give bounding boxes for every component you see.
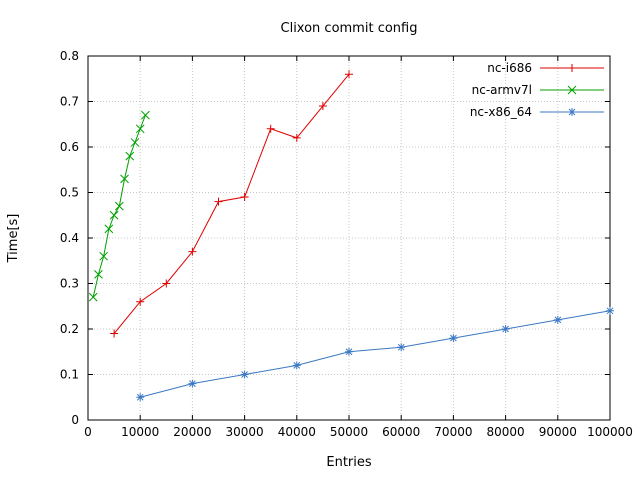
plus-marker <box>292 133 301 142</box>
x-tick-label: 60000 <box>382 425 420 439</box>
x-tick-label: 70000 <box>434 425 472 439</box>
x-tick-label: 0 <box>84 425 92 439</box>
cross-marker <box>130 138 140 147</box>
legend-label-nc-x86_64: nc-x86_64 <box>470 105 532 119</box>
x-tick-label: 10000 <box>121 425 159 439</box>
cross-marker <box>135 124 145 134</box>
star-marker <box>568 108 576 116</box>
grid-lines <box>87 55 611 421</box>
cross-marker <box>104 224 114 234</box>
plus-marker <box>214 197 223 206</box>
cross-marker <box>99 251 109 261</box>
y-tick-label: 0.8 <box>60 49 79 63</box>
star-marker <box>240 370 249 379</box>
star-marker <box>606 306 614 315</box>
cross-marker <box>114 201 124 211</box>
plus-marker <box>188 247 197 256</box>
y-tick-label: 0.3 <box>60 277 79 291</box>
tick-marks <box>87 55 611 421</box>
series-line <box>113 73 350 334</box>
plus-marker <box>110 329 119 338</box>
x-axis-label: Entries <box>326 455 372 470</box>
plus-marker <box>318 102 327 111</box>
legend-label-nc-armv7l: nc-armv7l <box>472 83 532 97</box>
y-tick-label: 0 <box>71 413 79 427</box>
plus-marker <box>136 297 145 306</box>
y-tick-label: 0.7 <box>60 95 79 109</box>
star-marker <box>449 334 458 343</box>
y-tick-label: 0.2 <box>60 322 79 336</box>
chart-title: Clixon commit config <box>281 21 418 36</box>
x-tick-label: 40000 <box>278 425 316 439</box>
cross-marker <box>567 85 577 95</box>
x-tick-label: 90000 <box>539 425 577 439</box>
x-tick-label: 100000 <box>587 425 633 439</box>
x-tick-label: 80000 <box>487 425 525 439</box>
y-tick-label: 0.5 <box>60 186 79 200</box>
legend: nc-i686 nc-armv7l nc-x86_64 <box>470 61 604 119</box>
cross-marker <box>109 210 119 220</box>
plus-marker <box>568 64 576 72</box>
y-tick-label: 0.4 <box>60 231 79 245</box>
cross-marker <box>141 110 150 120</box>
legend-label-nc-i686: nc-i686 <box>487 61 532 75</box>
chart-plot-area: 0 10000 20000 30000 40000 50000 60000 70000 8000… <box>60 49 633 439</box>
x-tick-label: 30000 <box>226 425 264 439</box>
series-nc-i686 <box>110 70 353 338</box>
plus-marker <box>162 279 171 288</box>
star-marker <box>553 315 562 324</box>
star-marker <box>501 325 510 333</box>
x-tick-label: 50000 <box>330 425 368 439</box>
x-tick-label: 20000 <box>173 425 211 439</box>
plus-marker <box>240 193 249 202</box>
cross-marker <box>125 151 135 161</box>
series-nc-armv7l <box>88 110 150 302</box>
cross-marker <box>94 270 103 279</box>
series-nc-x86_64 <box>136 306 614 402</box>
plus-marker <box>345 70 353 79</box>
cross-marker <box>120 174 129 184</box>
plus-marker <box>266 124 275 133</box>
y-axis-label: Time[s] <box>6 214 21 264</box>
star-marker <box>136 393 145 402</box>
series-line <box>140 310 611 398</box>
cross-marker <box>88 292 98 302</box>
y-tick-label: 0.1 <box>60 368 79 382</box>
star-marker <box>345 347 353 356</box>
star-marker <box>292 361 301 370</box>
y-tick-label: 0.6 <box>60 140 79 154</box>
star-marker <box>188 379 197 388</box>
star-marker <box>397 343 406 352</box>
